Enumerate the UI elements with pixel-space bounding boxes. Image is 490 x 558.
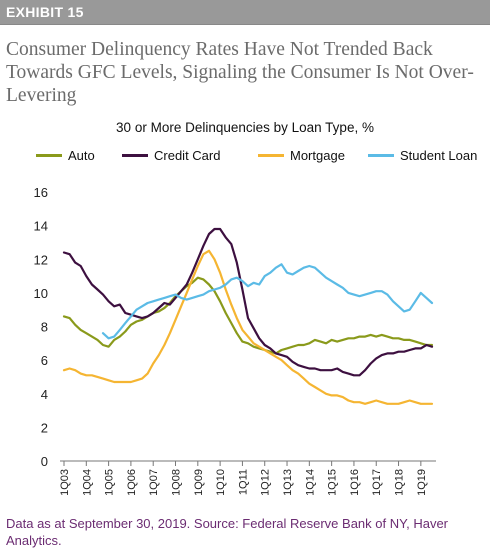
x-tick-label: 1Q08 [171,469,183,496]
legend-item-credit-card: Credit Card [122,148,220,163]
x-tick-label: 1Q03 [59,469,71,496]
series-line-student-loan [101,263,434,340]
y-tick-label: 12 [34,252,48,267]
x-tick-label: 1Q14 [304,469,316,496]
y-tick-label: 14 [34,219,48,234]
exhibit-label: EXHIBIT 15 [6,4,84,20]
series-line-mortgage [62,249,434,405]
y-tick-label: 16 [34,185,48,200]
y-tick-label: 8 [41,320,48,335]
y-tick-label: 2 [41,420,48,435]
x-tick-label: 1Q16 [349,469,361,496]
x-tick-label: 1Q19 [416,469,428,496]
y-tick-label: 4 [41,387,48,402]
x-tick-label: 1Q17 [371,469,383,496]
x-tick-label: 1Q13 [282,469,294,496]
legend-label: Mortgage [290,148,345,163]
legend-item-mortgage: Mortgage [258,148,345,163]
legend-swatch [36,154,62,157]
x-tick-label: 1Q05 [104,469,116,496]
legend-swatch [368,154,394,157]
legend-label: Credit Card [154,148,221,163]
legend-item-student-loan: Student Loan [368,148,477,163]
legend-label: Student Loan [400,148,478,163]
x-tick-label: 1Q11 [237,469,249,495]
legend-item-auto: Auto [36,148,95,163]
exhibit-title: Consumer Delinquency Rates Have Not Tren… [6,39,474,106]
source-footnote: Data as at September 30, 2019. Source: F… [6,516,448,548]
legend-swatch [122,154,148,157]
x-tick-label: 1Q18 [394,469,406,496]
chart-legend: Auto Credit Card Mortgage Student Loan [36,148,486,166]
y-tick-label: 6 [41,353,48,368]
x-tick-label: 1Q07 [148,469,160,496]
x-tick-label: 1Q06 [126,469,138,496]
chart-title: 30 or More Delinquencies by Loan Type, % [116,120,374,135]
line-chart: 0 2 4 6 8 10 12 14 16 1Q03 1Q04 1Q05 1Q06 1Q07 1Q08 1Q0… [34,185,436,496]
x-tick-label: 1Q09 [193,469,205,496]
legend-label: Auto [68,148,95,163]
series-line-auto [62,276,434,355]
x-tick-label: 1Q04 [81,469,93,496]
legend-swatch [258,154,284,157]
y-tick-label: 10 [34,286,48,301]
series-line-credit-card [62,227,434,377]
exhibit-header: EXHIBIT 15 [0,0,490,25]
y-tick-label: 0 [41,454,48,469]
x-tick-label: 1Q15 [327,469,339,496]
x-tick-label: 1Q12 [260,469,272,496]
x-tick-label: 1Q10 [215,469,227,496]
